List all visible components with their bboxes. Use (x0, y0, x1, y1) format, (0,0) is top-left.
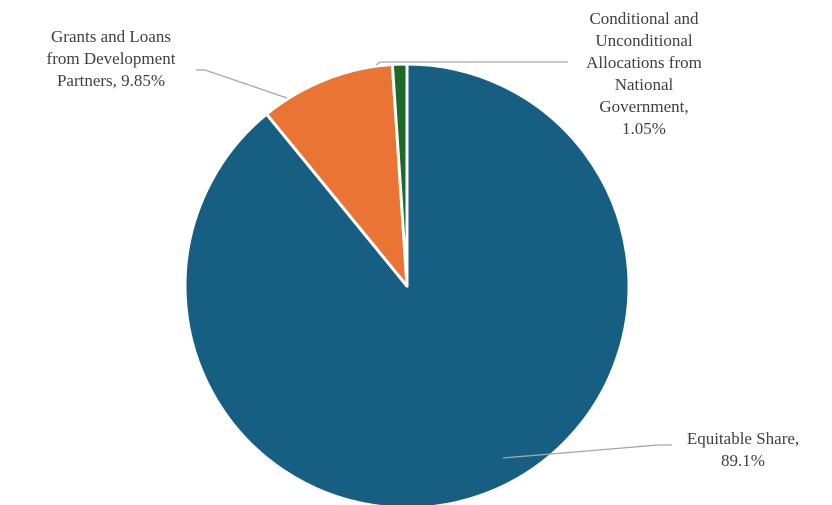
leader-line-grants-loans (196, 69, 288, 99)
pie-slice-equitable-share (183, 62, 631, 505)
data-label-conditional-allocations: Conditional and Unconditional Allocation… (586, 9, 702, 138)
pie-slice-grants-and-loans-from-development-partners (265, 62, 409, 288)
leader-line-conditional-allocations (375, 61, 568, 66)
pie-slice-conditional-and-unconditional-allocations-from-national-government (390, 62, 409, 288)
leader-lines (196, 61, 672, 459)
data-label-equitable-share: Equitable Share, 89.1% (686, 429, 800, 470)
data-label-grants-loans: Grants and Loans from Development Partne… (46, 27, 176, 90)
leader-line-equitable-share (502, 444, 672, 459)
pie-slices (183, 62, 631, 505)
